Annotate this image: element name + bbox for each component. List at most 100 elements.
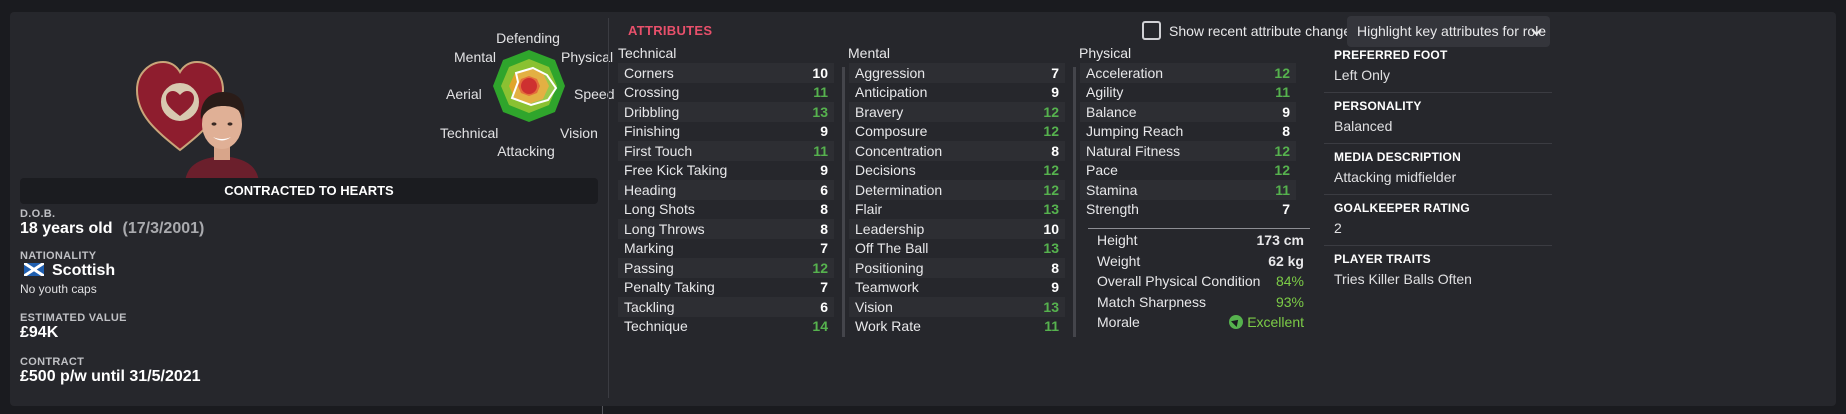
player-photo <box>185 92 259 182</box>
attributes-title: ATTRIBUTES <box>628 23 713 38</box>
attr-row[interactable]: Free Kick Taking 9 <box>618 161 834 181</box>
attr-name: Off The Ball <box>855 240 929 257</box>
attr-name: Teamwork <box>855 279 919 296</box>
attr-value: 12 <box>812 259 828 276</box>
physical-divider <box>1088 228 1310 229</box>
weight-label: Weight <box>1097 252 1141 269</box>
attr-value: 8 <box>1282 123 1290 140</box>
attr-row[interactable]: Natural Fitness 12 <box>1080 141 1296 161</box>
attr-row[interactable]: Anticipation 9 <box>849 83 1065 103</box>
panel-divider <box>608 18 609 398</box>
attr-row[interactable]: Pace 12 <box>1080 161 1296 181</box>
attr-row[interactable]: Work Rate 11 <box>849 317 1065 337</box>
player-traits-label: PLAYER TRAITS <box>1334 252 1431 266</box>
attr-row[interactable]: Aggression 7 <box>849 63 1065 83</box>
goalkeeper-rating-value: 2 <box>1334 220 1342 236</box>
radar-core <box>521 78 537 94</box>
attr-name: Decisions <box>855 162 916 179</box>
attr-row[interactable]: Composure 12 <box>849 122 1065 142</box>
attr-value: 11 <box>813 142 828 159</box>
contract-label: CONTRACT <box>20 356 85 368</box>
youth-caps: No youth caps <box>20 282 97 296</box>
sharpness-value: 93% <box>1275 293 1304 310</box>
attr-row[interactable]: Finishing 9 <box>618 122 834 142</box>
radar-label-speed: Speed <box>574 86 615 102</box>
attr-row[interactable]: Heading 6 <box>618 180 834 200</box>
player-traits-value[interactable]: Tries Killer Balls Often <box>1334 271 1472 287</box>
weight-row: Weight 62 kg <box>1088 251 1310 272</box>
attr-name: Vision <box>855 298 893 315</box>
attr-row[interactable]: Agility 11 <box>1080 83 1296 103</box>
height-row: Height 173 cm <box>1088 230 1310 251</box>
column-separator <box>1073 67 1076 337</box>
attr-row[interactable]: Long Shots 8 <box>618 200 834 220</box>
attr-row[interactable]: Vision 13 <box>849 297 1065 317</box>
attr-name: Marking <box>624 240 674 257</box>
attr-row[interactable]: Balance 9 <box>1080 102 1296 122</box>
show-recent-changes-toggle[interactable]: Show recent attribute changes <box>1142 21 1358 40</box>
morale-row[interactable]: Morale Excellent <box>1088 312 1310 333</box>
attr-name: Crossing <box>624 84 680 101</box>
technical-attributes: Corners 10 Crossing 11 Dribbling 13 Finishi… <box>618 63 834 336</box>
attr-row[interactable]: First Touch 11 <box>618 141 834 161</box>
attr-row[interactable]: Corners 10 <box>618 63 834 83</box>
attr-row[interactable]: Flair 13 <box>849 200 1065 220</box>
attr-row[interactable]: Acceleration 12 <box>1080 63 1296 83</box>
physical-attributes: Acceleration 12 Agility 11 Balance 9 Jumpin… <box>1080 63 1296 219</box>
preferred-foot: PREFERRED FOOT Left Only <box>1324 42 1552 93</box>
attr-row[interactable]: Jumping Reach 8 <box>1080 122 1296 142</box>
attr-value: 10 <box>812 64 828 81</box>
highlight-role-label: Highlight key attributes for role <box>1357 23 1547 39</box>
attr-row[interactable]: Crossing 11 <box>618 83 834 103</box>
attr-name: Work Rate <box>855 318 921 335</box>
attr-value: 13 <box>1043 240 1059 257</box>
media-description-label: MEDIA DESCRIPTION <box>1334 150 1461 164</box>
condition-label: Overall Physical Condition <box>1097 273 1261 290</box>
attr-name: Balance <box>1086 103 1137 120</box>
attr-row[interactable]: Penalty Taking 7 <box>618 278 834 298</box>
attr-row[interactable]: Marking 7 <box>618 239 834 259</box>
attr-row[interactable]: Teamwork 9 <box>849 278 1065 298</box>
attr-row[interactable]: Stamina 11 <box>1080 180 1296 200</box>
condition-row: Overall Physical Condition 84% <box>1088 271 1310 292</box>
attr-name: Stamina <box>1086 181 1138 198</box>
attr-value: 11 <box>813 84 828 101</box>
attr-value: 12 <box>1043 162 1059 179</box>
attr-name: Long Shots <box>624 201 695 218</box>
attr-row[interactable]: Passing 12 <box>618 258 834 278</box>
attr-row[interactable]: Determination 12 <box>849 180 1065 200</box>
attr-row[interactable]: Bravery 12 <box>849 102 1065 122</box>
media-description-value: Attacking midfielder <box>1334 169 1457 185</box>
highlight-role-dropdown[interactable]: Highlight key attributes for role <box>1347 16 1550 47</box>
attr-value: 10 <box>1043 220 1059 237</box>
attr-row[interactable]: Dribbling 13 <box>618 102 834 122</box>
attr-name: Corners <box>624 64 674 81</box>
attr-row[interactable]: Technique 14 <box>618 317 834 337</box>
attr-row[interactable]: Tackling 6 <box>618 297 834 317</box>
attr-name: Agility <box>1086 84 1124 101</box>
dob-block: D.O.B. 18 years old (17/3/2001) <box>20 208 204 238</box>
show-recent-checkbox[interactable] <box>1142 21 1161 40</box>
weight-value: 62 kg <box>1268 252 1304 269</box>
club-badge-heart-icon <box>135 60 225 152</box>
player-profile-panel: Defending Mental Physical Aerial Speed T… <box>10 12 1836 406</box>
radar-label-defending: Defending <box>496 30 560 46</box>
attr-name: Natural Fitness <box>1086 142 1181 159</box>
attr-name: Positioning <box>855 259 924 276</box>
attr-row[interactable]: Decisions 12 <box>849 161 1065 181</box>
nationality-value[interactable]: Scottish <box>20 262 115 280</box>
dob-value: (17/3/2001) <box>122 220 205 237</box>
attr-name: Passing <box>624 259 674 276</box>
attr-value: 14 <box>812 318 828 335</box>
value-block: ESTIMATED VALUE £94K <box>20 312 127 342</box>
sharpness-label: Match Sharpness <box>1097 293 1206 310</box>
attr-row[interactable]: Strength 7 <box>1080 200 1296 220</box>
attr-row[interactable]: Leadership 10 <box>849 219 1065 239</box>
attr-row[interactable]: Positioning 8 <box>849 258 1065 278</box>
attr-value: 12 <box>1043 181 1059 198</box>
attr-name: Heading <box>624 181 677 198</box>
attr-row[interactable]: Long Throws 8 <box>618 219 834 239</box>
attr-row[interactable]: Off The Ball 13 <box>849 239 1065 259</box>
attr-value: 6 <box>820 181 828 198</box>
attr-row[interactable]: Concentration 8 <box>849 141 1065 161</box>
